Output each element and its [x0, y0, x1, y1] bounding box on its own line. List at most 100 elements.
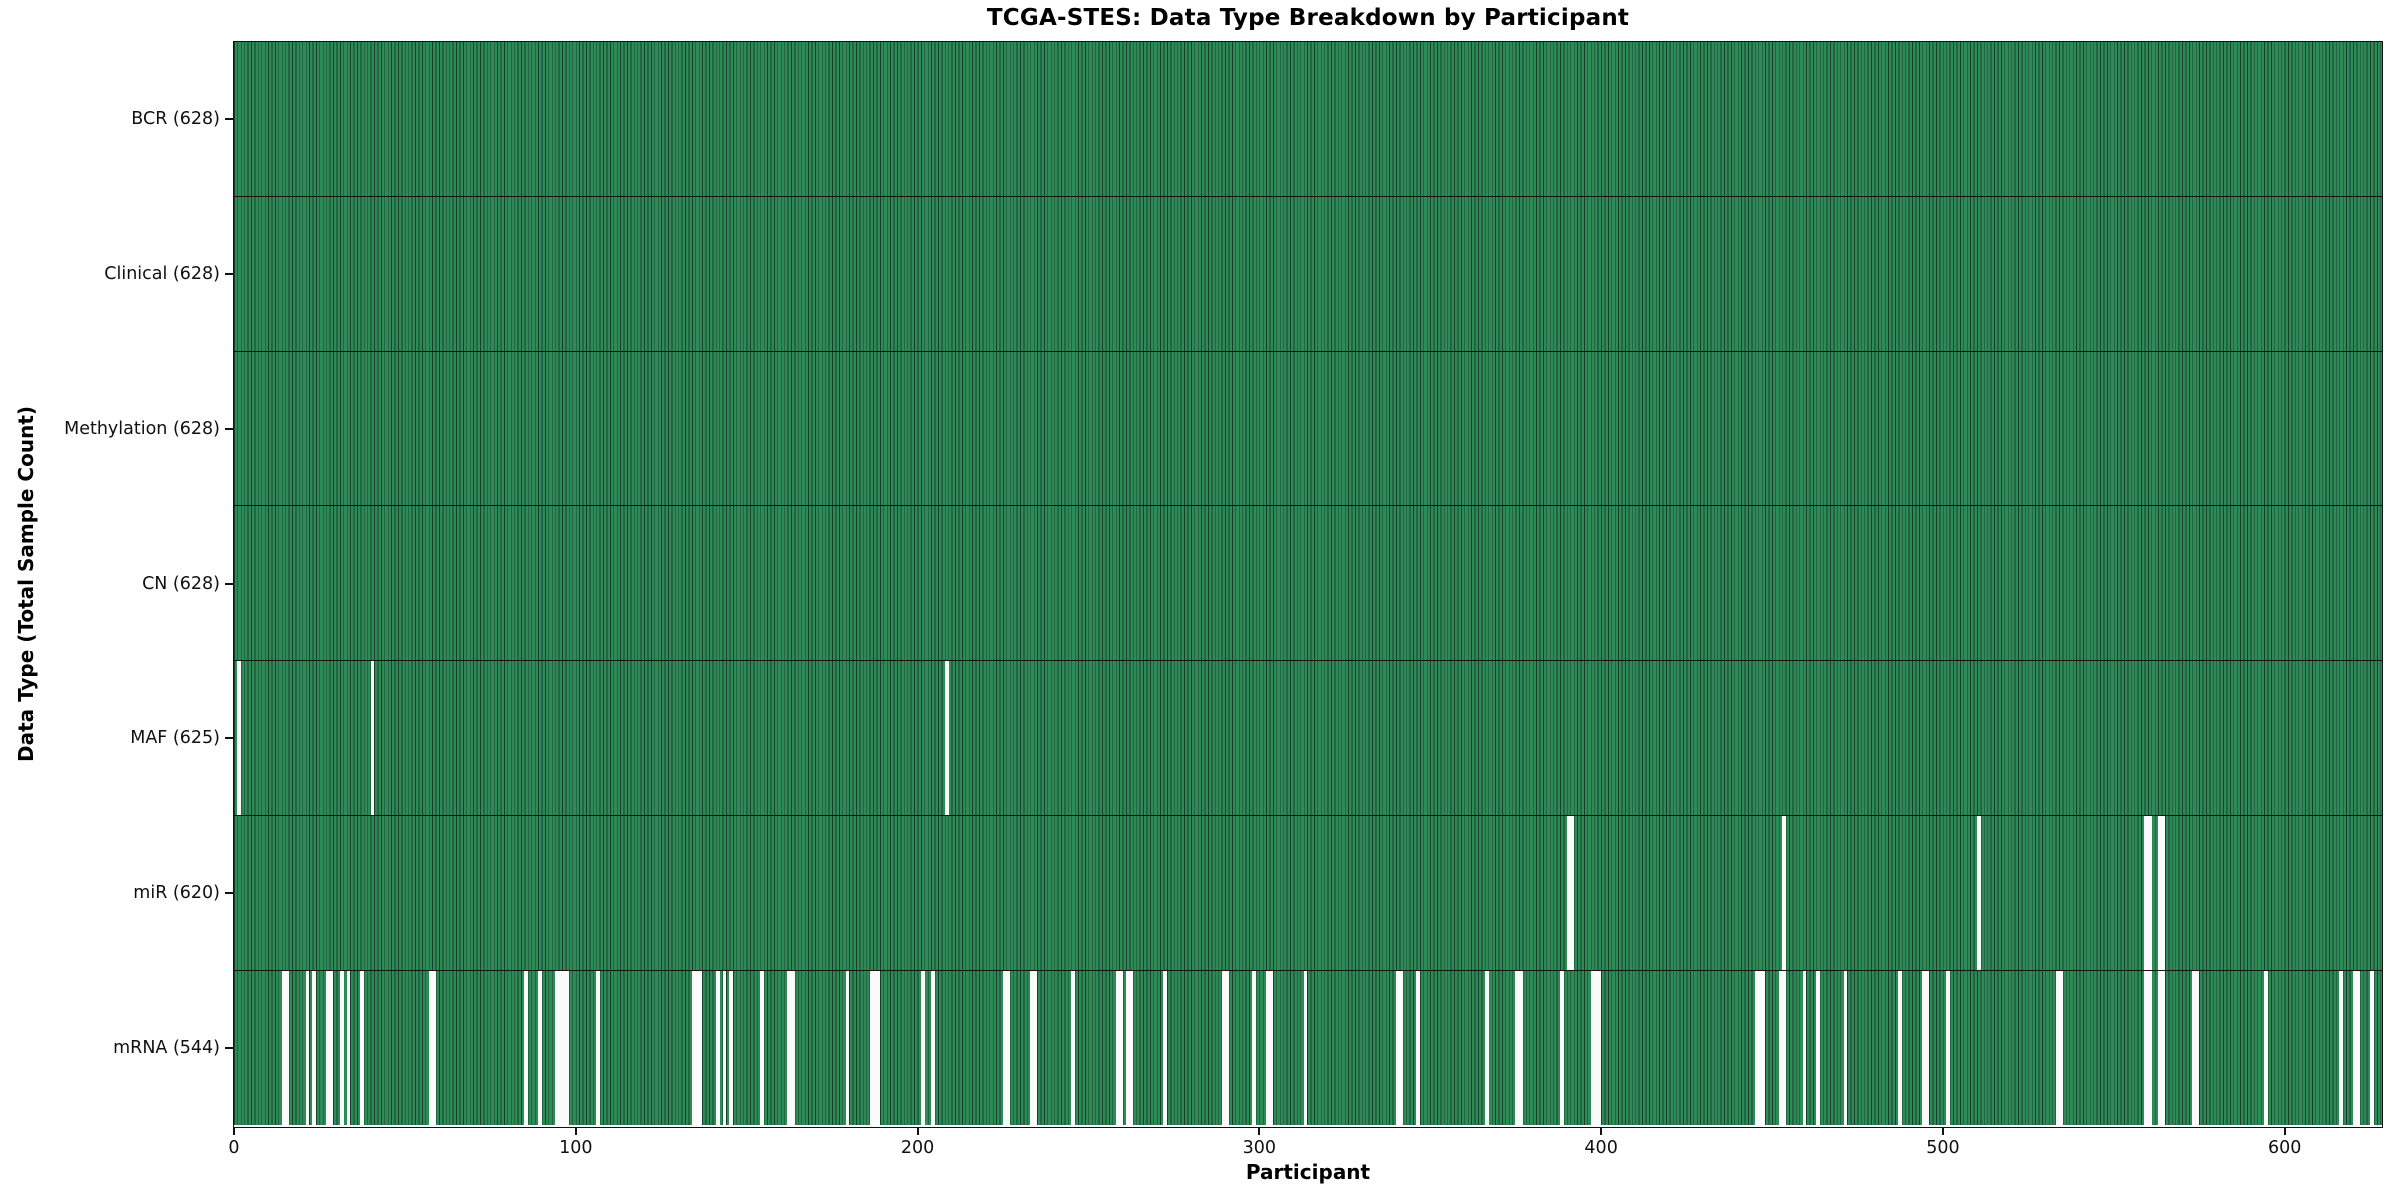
absent-gap: [1597, 970, 1602, 1126]
absent-gap: [1925, 970, 1930, 1126]
absent-gap: [360, 970, 365, 1126]
absent-gap: [1006, 970, 1011, 1126]
absent-gap: [428, 970, 433, 1126]
absent-gap: [555, 970, 559, 1126]
absent-gap: [1030, 970, 1034, 1126]
absent-gap: [1224, 970, 1229, 1126]
absent-gap: [2158, 815, 2162, 970]
absent-gap: [285, 970, 289, 1126]
absent-gap: [370, 661, 375, 815]
absent-gap: [695, 970, 700, 1126]
x-tick-label-100: 100: [559, 1138, 593, 1158]
absent-gap: [1782, 815, 1786, 970]
absent-gap: [1761, 970, 1766, 1126]
absent-gap: [2158, 970, 2162, 1126]
absent-gap: [346, 970, 351, 1126]
absent-gap: [1252, 970, 1257, 1126]
row-Methylation: [234, 351, 2382, 507]
y-tick-label-CN: CN (628): [142, 573, 220, 594]
absent-gap: [1816, 970, 1821, 1126]
y-tick: [225, 892, 234, 895]
y-tick: [225, 427, 234, 430]
x-axis-label: Participant: [1245, 1160, 1371, 1184]
absent-gap: [2161, 970, 2166, 1126]
row-Clinical: [234, 196, 2382, 352]
absent-gap: [729, 970, 734, 1126]
absent-gap: [2055, 970, 2060, 1126]
row-CN: [234, 506, 2382, 662]
x-tick-label-200: 200: [900, 1138, 935, 1158]
x-tick: [916, 1127, 919, 1135]
absent-gap: [2356, 970, 2361, 1126]
absent-gap: [1946, 970, 1950, 1126]
row-miR: [234, 815, 2382, 971]
absent-gap: [281, 970, 286, 1126]
absent-gap: [1566, 815, 1571, 970]
absent-gap: [1269, 970, 1274, 1126]
y-tick-label-MAF: MAF (625): [130, 728, 220, 749]
absent-gap: [1922, 970, 1927, 1126]
x-tick: [2283, 1127, 2286, 1135]
absent-gap: [1802, 970, 1807, 1126]
absent-gap: [760, 970, 764, 1126]
absent-gap: [2339, 970, 2343, 1126]
absent-gap: [715, 970, 720, 1126]
absent-gap: [869, 970, 874, 1126]
absent-gap: [237, 661, 242, 815]
absent-gap: [558, 970, 563, 1126]
absent-gap: [2195, 970, 2200, 1126]
x-tick: [574, 1127, 577, 1135]
absent-gap: [1758, 970, 1762, 1126]
x-tick-label-300: 300: [1242, 1138, 1277, 1158]
absent-gap: [1221, 970, 1226, 1126]
absent-gap: [2352, 970, 2357, 1126]
absent-gap: [2144, 815, 2149, 970]
y-tick-label-BCR: BCR (628): [131, 109, 220, 130]
absent-gap: [2369, 970, 2374, 1126]
absent-gap: [1898, 970, 1903, 1126]
absent-gap: [1395, 970, 1400, 1126]
absent-gap: [1399, 970, 1404, 1126]
y-tick: [225, 1047, 234, 1049]
absent-gap: [2058, 970, 2063, 1126]
absent-gap: [790, 970, 795, 1126]
absent-gap: [1484, 970, 1489, 1126]
absent-gap: [2144, 970, 2149, 1126]
absent-gap: [2147, 815, 2152, 970]
absent-gap: [339, 970, 344, 1126]
absent-gap: [305, 970, 310, 1126]
absent-gap: [2147, 970, 2152, 1126]
absent-gap: [1570, 815, 1574, 970]
absent-gap: [2161, 815, 2166, 970]
x-tick-label-500: 500: [1926, 1138, 1960, 1158]
absent-gap: [1778, 970, 1783, 1126]
absent-gap: [1590, 970, 1595, 1126]
y-tick-label-miR: miR (620): [133, 883, 220, 904]
row-mRNA: [234, 970, 2382, 1126]
absent-gap: [787, 970, 792, 1126]
absent-gap: [931, 970, 935, 1126]
absent-gap: [876, 970, 881, 1126]
y-tick: [225, 737, 234, 740]
absent-gap: [1002, 970, 1007, 1126]
absent-gap: [565, 970, 570, 1126]
x-tick-label-400: 400: [1584, 1138, 1618, 1158]
absent-gap: [1115, 970, 1120, 1126]
absent-gap: [1416, 970, 1421, 1126]
row-MAF: [234, 661, 2382, 816]
absent-gap: [920, 970, 925, 1126]
absent-gap: [312, 970, 317, 1126]
chart-title: TCGA-STES: Data Type Breakdown by Partic…: [986, 5, 1630, 31]
x-tick: [1258, 1127, 1261, 1135]
y-tick-label-Methylation: Methylation (628): [64, 418, 220, 439]
absent-gap: [524, 970, 529, 1126]
absent-gap: [1515, 970, 1520, 1126]
absent-gap: [1119, 970, 1123, 1126]
absent-gap: [537, 970, 542, 1126]
absent-gap: [2263, 970, 2268, 1126]
absent-gap: [561, 970, 566, 1126]
absent-gap: [722, 970, 727, 1126]
y-tick: [225, 582, 234, 585]
absent-gap: [1265, 970, 1270, 1126]
